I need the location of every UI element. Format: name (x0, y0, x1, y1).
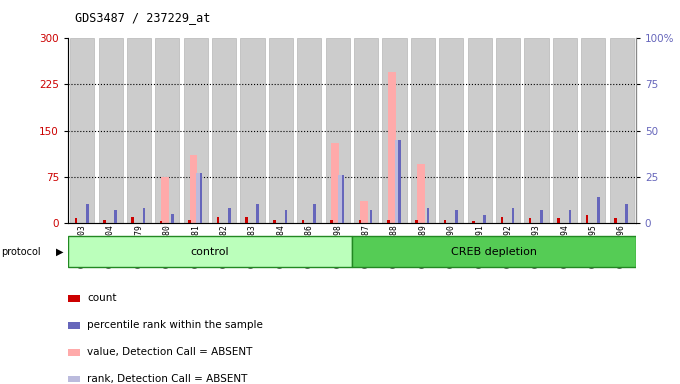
Bar (217, 217, 219, 223)
Text: ▶: ▶ (56, 247, 63, 257)
Bar (326, 38, 350, 223)
Bar (411, 38, 435, 223)
Bar (398, 140, 401, 223)
Bar (512, 208, 515, 223)
Bar (395, 140, 398, 223)
Bar (127, 38, 151, 223)
Bar (297, 38, 322, 223)
Bar (341, 175, 344, 223)
Text: value, Detection Call = ABSENT: value, Detection Call = ABSENT (87, 347, 252, 357)
Text: rank, Detection Call = ABSENT: rank, Detection Call = ABSENT (87, 374, 248, 384)
Bar (626, 204, 628, 223)
Bar (609, 38, 634, 223)
Bar (184, 38, 208, 223)
Bar (468, 38, 492, 223)
Bar (444, 220, 446, 223)
Bar (581, 38, 605, 223)
Text: control: control (190, 247, 229, 257)
Bar (417, 164, 424, 223)
FancyBboxPatch shape (68, 236, 352, 267)
Bar (427, 208, 429, 223)
Bar (541, 210, 543, 223)
Bar (188, 220, 191, 223)
Bar (99, 38, 122, 223)
Bar (354, 38, 378, 223)
Bar (256, 204, 259, 223)
Bar (358, 220, 361, 223)
Bar (228, 208, 231, 223)
Bar (143, 208, 146, 223)
Bar (196, 173, 200, 223)
Bar (103, 220, 105, 223)
Bar (155, 38, 180, 223)
Bar (524, 38, 549, 223)
Bar (439, 38, 463, 223)
Bar (131, 217, 134, 223)
Bar (360, 201, 368, 223)
Bar (245, 217, 248, 223)
Bar (302, 220, 305, 223)
Bar (597, 197, 600, 223)
Bar (171, 214, 174, 223)
Bar (86, 204, 88, 223)
Bar (241, 38, 265, 223)
Text: percentile rank within the sample: percentile rank within the sample (87, 320, 263, 330)
Bar (529, 218, 532, 223)
Bar (330, 220, 333, 223)
Bar (338, 175, 342, 223)
Bar (568, 210, 571, 223)
Bar (313, 204, 316, 223)
Bar (382, 38, 407, 223)
Bar (161, 177, 169, 223)
Bar (190, 155, 197, 223)
Bar (269, 38, 293, 223)
Bar (558, 218, 560, 223)
Bar (500, 217, 503, 223)
Bar (483, 215, 486, 223)
Text: GDS3487 / 237229_at: GDS3487 / 237229_at (75, 12, 210, 25)
Bar (472, 221, 475, 223)
Bar (212, 38, 236, 223)
Bar (370, 210, 373, 223)
Text: count: count (87, 293, 116, 303)
Bar (285, 210, 288, 223)
Bar (387, 220, 390, 223)
Bar (273, 220, 276, 223)
FancyBboxPatch shape (352, 236, 636, 267)
Bar (388, 72, 396, 223)
Bar (553, 38, 577, 223)
Bar (496, 38, 520, 223)
Bar (415, 220, 418, 223)
Text: protocol: protocol (1, 247, 41, 257)
Bar (614, 218, 617, 223)
Bar (75, 218, 78, 223)
Bar (331, 143, 339, 223)
Text: CREB depletion: CREB depletion (451, 247, 537, 257)
Bar (160, 221, 163, 223)
Bar (70, 38, 95, 223)
Bar (114, 210, 117, 223)
Bar (455, 210, 458, 223)
Bar (585, 215, 588, 223)
Bar (200, 173, 202, 223)
